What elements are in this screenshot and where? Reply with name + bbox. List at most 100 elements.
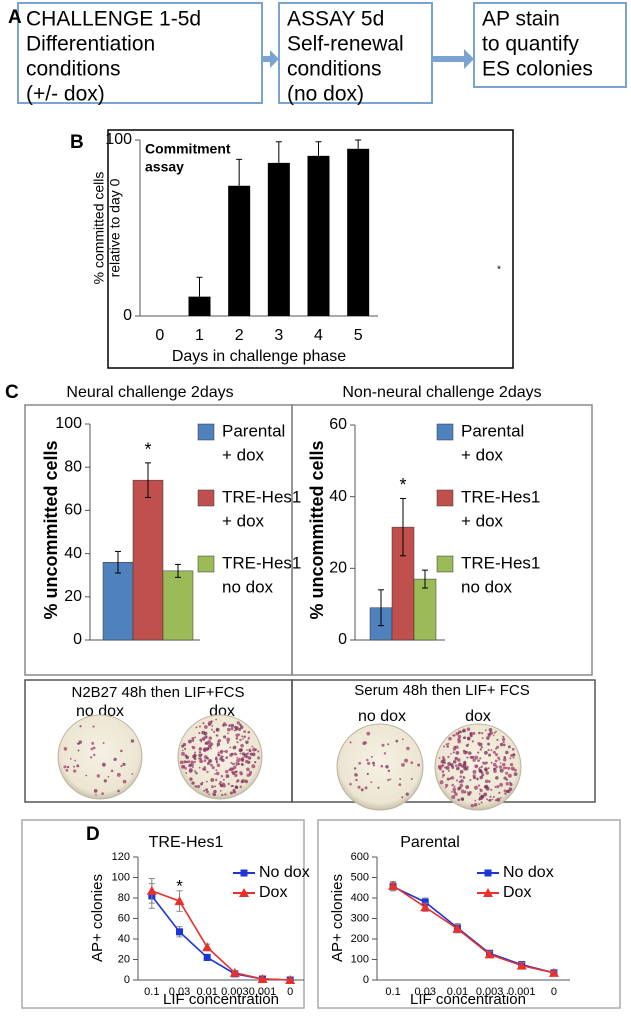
- colony: [193, 757, 197, 761]
- panel-label: D: [86, 824, 100, 845]
- colony: [455, 745, 459, 749]
- marker: [202, 942, 213, 952]
- colony: [488, 753, 492, 757]
- colony: [203, 789, 206, 792]
- colony: [189, 777, 193, 781]
- colony: [179, 760, 184, 765]
- colony: [490, 749, 493, 752]
- colony: [238, 727, 242, 731]
- y-tick-label: 0: [338, 631, 347, 648]
- y-tick-label: 80: [64, 458, 82, 475]
- colony: [387, 743, 390, 746]
- panel-frame: [291, 679, 596, 803]
- flow-box: [278, 2, 433, 104]
- marker: [257, 973, 268, 983]
- colony: [217, 753, 221, 757]
- colony: [241, 735, 244, 738]
- marker: [516, 960, 527, 970]
- colony: [188, 739, 192, 744]
- colony: [472, 776, 476, 780]
- colony: [214, 785, 217, 788]
- colony: [484, 729, 487, 732]
- colony: [221, 782, 226, 787]
- colony: [116, 772, 121, 777]
- colony: [251, 752, 256, 757]
- y-tick-label: 80: [118, 892, 130, 904]
- colony: [89, 756, 93, 759]
- annotation: *: [497, 265, 501, 276]
- colony: [76, 742, 79, 745]
- panel-frame: [107, 129, 514, 369]
- y-tick-label: 200: [351, 933, 369, 945]
- y-tick-label: 40: [329, 488, 347, 505]
- colony: [494, 785, 497, 788]
- y-tick-label: 100: [55, 415, 82, 432]
- colony: [183, 760, 187, 764]
- panel-frame: [21, 819, 305, 1009]
- colony: [499, 797, 502, 799]
- flow-text: (no dox): [287, 83, 364, 106]
- flow-title: ASSAY 5d: [287, 8, 384, 31]
- colony: [239, 752, 242, 755]
- colony: [215, 718, 218, 721]
- colony: [195, 726, 198, 729]
- y-tick-label: 60: [64, 502, 82, 519]
- colony: [496, 785, 500, 789]
- colony: [479, 766, 481, 769]
- arrow-head: [270, 50, 279, 68]
- flow-box: [473, 2, 627, 88]
- colony: [202, 722, 205, 725]
- colony: [512, 753, 516, 756]
- colony: [202, 767, 206, 771]
- x-tick-label: 0.01: [447, 986, 468, 998]
- colony: [113, 757, 117, 761]
- y-tick-label: 20: [118, 953, 130, 965]
- colony: [182, 764, 186, 769]
- colony: [101, 792, 104, 795]
- colony: [69, 757, 72, 760]
- colony: [446, 777, 450, 781]
- colony: [462, 736, 465, 739]
- colony: [355, 778, 358, 782]
- colony: [492, 767, 496, 771]
- colony: [248, 749, 252, 753]
- colony: [191, 736, 195, 740]
- colony: [494, 799, 497, 802]
- colony: [221, 755, 224, 758]
- colony: [205, 788, 208, 791]
- colony: [217, 739, 222, 743]
- colony: [440, 759, 445, 764]
- colony: [120, 749, 123, 753]
- colony: [401, 796, 404, 799]
- colony: [457, 798, 460, 802]
- y-axis-label: % uncommitted cells: [41, 440, 61, 619]
- colony: [453, 790, 456, 794]
- colony: [493, 769, 497, 774]
- colony: [210, 763, 213, 767]
- colony: [230, 761, 233, 764]
- flow-box: [17, 2, 263, 104]
- y-tick-label: 100: [112, 871, 130, 883]
- colony: [232, 765, 237, 770]
- legend-label: Dox: [503, 884, 531, 901]
- colony: [452, 747, 457, 751]
- colony: [247, 730, 251, 734]
- colony: [221, 793, 224, 797]
- colony: [216, 763, 221, 767]
- series-line: [151, 895, 291, 981]
- colony: [484, 768, 488, 772]
- colony: [216, 742, 221, 746]
- y-tick-label: 500: [351, 871, 369, 883]
- colony: [451, 783, 454, 787]
- colony: [230, 723, 235, 728]
- colony: [366, 758, 369, 762]
- colony: [102, 742, 105, 745]
- x-tick-label: 0.003: [476, 986, 504, 998]
- colony: [239, 771, 243, 775]
- y-tick-label: 300: [351, 912, 369, 924]
- arrow-shaft: [433, 56, 465, 62]
- colony: [452, 760, 457, 764]
- colony: [446, 745, 450, 748]
- y-tick-label: 120: [112, 851, 130, 863]
- colony: [200, 760, 203, 763]
